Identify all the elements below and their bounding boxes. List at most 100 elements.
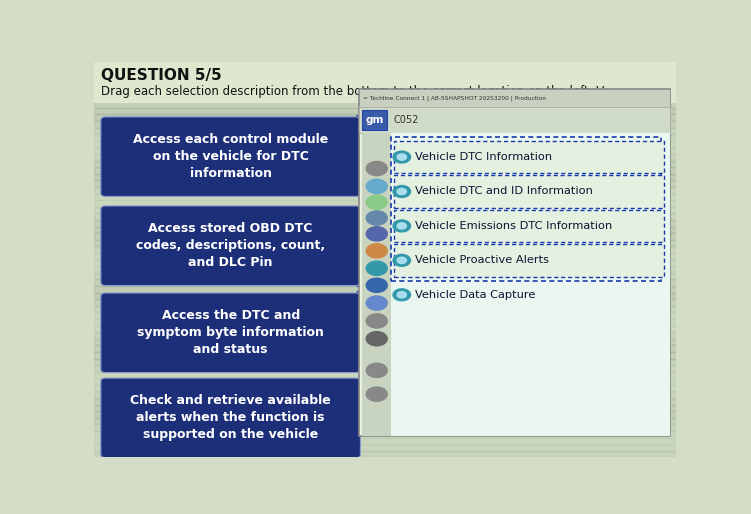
Bar	[94, 339, 676, 345]
Circle shape	[366, 296, 388, 310]
Bar	[94, 292, 676, 299]
Circle shape	[366, 195, 388, 209]
Bar	[94, 101, 676, 108]
Text: C052: C052	[394, 115, 419, 125]
Bar	[94, 444, 676, 451]
Circle shape	[366, 161, 388, 176]
Bar	[94, 280, 676, 286]
Bar	[391, 137, 662, 281]
Text: Access the DTC and
symptom byte information
and status: Access the DTC and symptom byte informat…	[137, 309, 324, 356]
Bar	[94, 115, 676, 121]
Bar	[94, 306, 676, 313]
Bar	[362, 111, 387, 130]
Bar	[94, 392, 676, 398]
Bar	[362, 133, 392, 436]
Bar	[94, 141, 676, 148]
Bar	[94, 378, 676, 385]
Bar	[94, 187, 676, 194]
Bar	[94, 451, 676, 457]
Circle shape	[397, 154, 406, 160]
Bar	[94, 325, 676, 332]
Text: Drag each selection description from the bottom to the correct location on the l: Drag each selection description from the…	[101, 85, 604, 98]
Bar	[94, 438, 676, 444]
Circle shape	[397, 257, 406, 264]
Bar	[94, 253, 676, 260]
Text: Vehicle DTC and ID Information: Vehicle DTC and ID Information	[415, 187, 593, 196]
Bar	[391, 133, 670, 436]
FancyBboxPatch shape	[101, 293, 360, 373]
Bar	[94, 425, 676, 431]
Bar	[94, 154, 676, 160]
Circle shape	[366, 278, 388, 292]
Circle shape	[366, 314, 388, 328]
Bar	[94, 332, 676, 339]
Bar	[94, 161, 676, 167]
Text: Vehicle DTC Information: Vehicle DTC Information	[415, 152, 552, 162]
Circle shape	[393, 151, 411, 163]
Bar	[94, 266, 676, 273]
Bar	[394, 175, 664, 208]
Bar	[94, 313, 676, 319]
Circle shape	[366, 244, 388, 258]
Circle shape	[366, 227, 388, 241]
Circle shape	[393, 254, 411, 266]
Bar	[94, 194, 676, 200]
Bar	[94, 207, 676, 213]
Bar	[359, 107, 670, 133]
Bar	[94, 95, 676, 101]
Bar	[94, 75, 676, 82]
Bar	[94, 411, 676, 418]
Bar	[394, 141, 664, 173]
Circle shape	[366, 211, 388, 225]
Circle shape	[366, 179, 388, 193]
Bar	[94, 167, 676, 174]
Bar	[94, 233, 676, 240]
Bar	[94, 385, 676, 392]
Text: Access each control module
on the vehicle for DTC
information: Access each control module on the vehicl…	[133, 133, 328, 180]
Bar	[94, 405, 676, 411]
Bar	[94, 200, 676, 207]
Bar	[94, 134, 676, 141]
Text: gm: gm	[365, 115, 384, 125]
Text: Check and retrieve available
alerts when the function is
supported on the vehicl: Check and retrieve available alerts when…	[130, 394, 331, 442]
Circle shape	[366, 261, 388, 276]
Circle shape	[366, 332, 388, 346]
Text: Vehicle Proactive Alerts: Vehicle Proactive Alerts	[415, 255, 549, 265]
FancyBboxPatch shape	[101, 117, 360, 196]
Circle shape	[397, 188, 406, 195]
Bar	[94, 365, 676, 372]
Circle shape	[393, 186, 411, 197]
Bar	[94, 220, 676, 227]
Bar	[94, 213, 676, 220]
FancyBboxPatch shape	[101, 378, 360, 457]
Bar	[94, 227, 676, 233]
Bar	[94, 299, 676, 306]
Bar	[94, 174, 676, 180]
Bar	[94, 68, 676, 75]
Bar	[94, 431, 676, 438]
Bar	[94, 273, 676, 280]
Text: Vehicle Data Capture: Vehicle Data Capture	[415, 290, 535, 300]
Bar	[94, 260, 676, 266]
Circle shape	[393, 220, 411, 232]
Circle shape	[393, 289, 411, 301]
Bar	[94, 286, 676, 292]
Bar	[394, 244, 664, 277]
Circle shape	[366, 387, 388, 401]
Bar	[94, 148, 676, 154]
Circle shape	[397, 223, 406, 229]
Text: QUESTION 5/5: QUESTION 5/5	[101, 68, 222, 83]
Bar	[94, 88, 676, 95]
Bar	[94, 418, 676, 425]
Circle shape	[397, 291, 406, 298]
Bar	[94, 62, 676, 103]
Bar	[94, 127, 676, 134]
Bar	[94, 352, 676, 359]
Text: Access stored OBD DTC
codes, descriptions, count,
and DLC Pin: Access stored OBD DTC codes, description…	[136, 222, 325, 269]
Bar	[94, 398, 676, 405]
Bar	[94, 359, 676, 365]
Bar	[94, 180, 676, 187]
Bar	[359, 89, 670, 436]
Circle shape	[366, 363, 388, 377]
Bar	[94, 81, 676, 88]
